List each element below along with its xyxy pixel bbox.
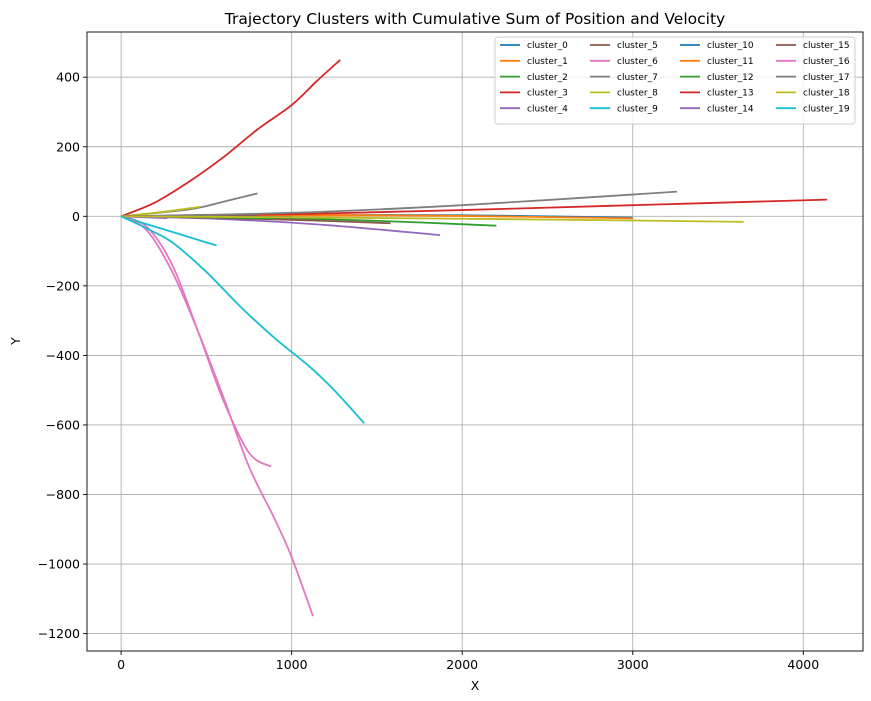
- legend-label: cluster_8: [617, 89, 658, 99]
- series-line-cluster-7: [121, 192, 258, 218]
- series-line-cluster-6: [120, 215, 272, 468]
- y-tick-label: −800: [46, 487, 80, 502]
- plot-area: [86, 31, 864, 652]
- grid: [87, 32, 863, 651]
- x-tick-label: 3000: [617, 657, 649, 672]
- legend-label: cluster_6: [617, 57, 658, 67]
- legend-label: cluster_18: [803, 89, 850, 99]
- y-tick-label: −400: [46, 348, 80, 363]
- legend-label: cluster_4: [527, 104, 568, 114]
- legend-label: cluster_0: [527, 41, 568, 51]
- legend-label: cluster_14: [707, 104, 754, 114]
- y-axis-label: Y: [8, 337, 23, 346]
- legend-label: cluster_16: [803, 57, 850, 67]
- y-tick-label: 200: [56, 139, 80, 154]
- y-tick-label: −200: [46, 278, 80, 293]
- legend: cluster_0cluster_1cluster_2cluster_3clus…: [494, 36, 856, 125]
- legend-label: cluster_12: [707, 73, 754, 83]
- legend-label: cluster_1: [527, 57, 568, 67]
- y-tick-label: 0: [72, 209, 80, 224]
- x-tick-label: 1000: [276, 657, 308, 672]
- legend-label: cluster_5: [617, 41, 658, 51]
- legend-label: cluster_3: [527, 89, 568, 99]
- legend-label: cluster_19: [803, 104, 850, 114]
- legend-label: cluster_2: [527, 73, 568, 83]
- y-tick-label: −600: [46, 417, 80, 432]
- legend-label: cluster_11: [707, 57, 754, 67]
- series-line-cluster-18: [121, 215, 744, 223]
- ticks: 0 1000 2000 3000 4000−1200−1000−800−600−400−…: [38, 70, 820, 672]
- y-tick-label: −1000: [38, 557, 80, 572]
- legend-label: cluster_7: [617, 73, 658, 83]
- series-layer: [120, 59, 828, 617]
- y-tick-label: 400: [56, 70, 80, 85]
- legend-label: cluster_9: [617, 104, 658, 114]
- x-tick-label: 2000: [446, 657, 478, 672]
- legend-label: cluster_17: [803, 73, 850, 83]
- series-line-cluster-19: [120, 215, 365, 424]
- x-tick-label: 0: [117, 657, 125, 672]
- legend-label: cluster_13: [707, 89, 754, 99]
- legend-box: [494, 36, 856, 125]
- legend-label: cluster_15: [803, 41, 850, 51]
- series-line-cluster-3: [120, 59, 341, 218]
- x-tick-label: 4000: [787, 657, 819, 672]
- x-axis-label: X: [471, 678, 480, 693]
- chart-title: Trajectory Clusters with Cumulative Sum …: [224, 10, 725, 28]
- series-line-cluster-16: [120, 215, 314, 617]
- series-line-cluster-17: [121, 190, 678, 218]
- y-tick-label: −1200: [38, 626, 80, 641]
- series-line-cluster-9: [120, 215, 217, 247]
- legend-label: cluster_10: [707, 41, 754, 51]
